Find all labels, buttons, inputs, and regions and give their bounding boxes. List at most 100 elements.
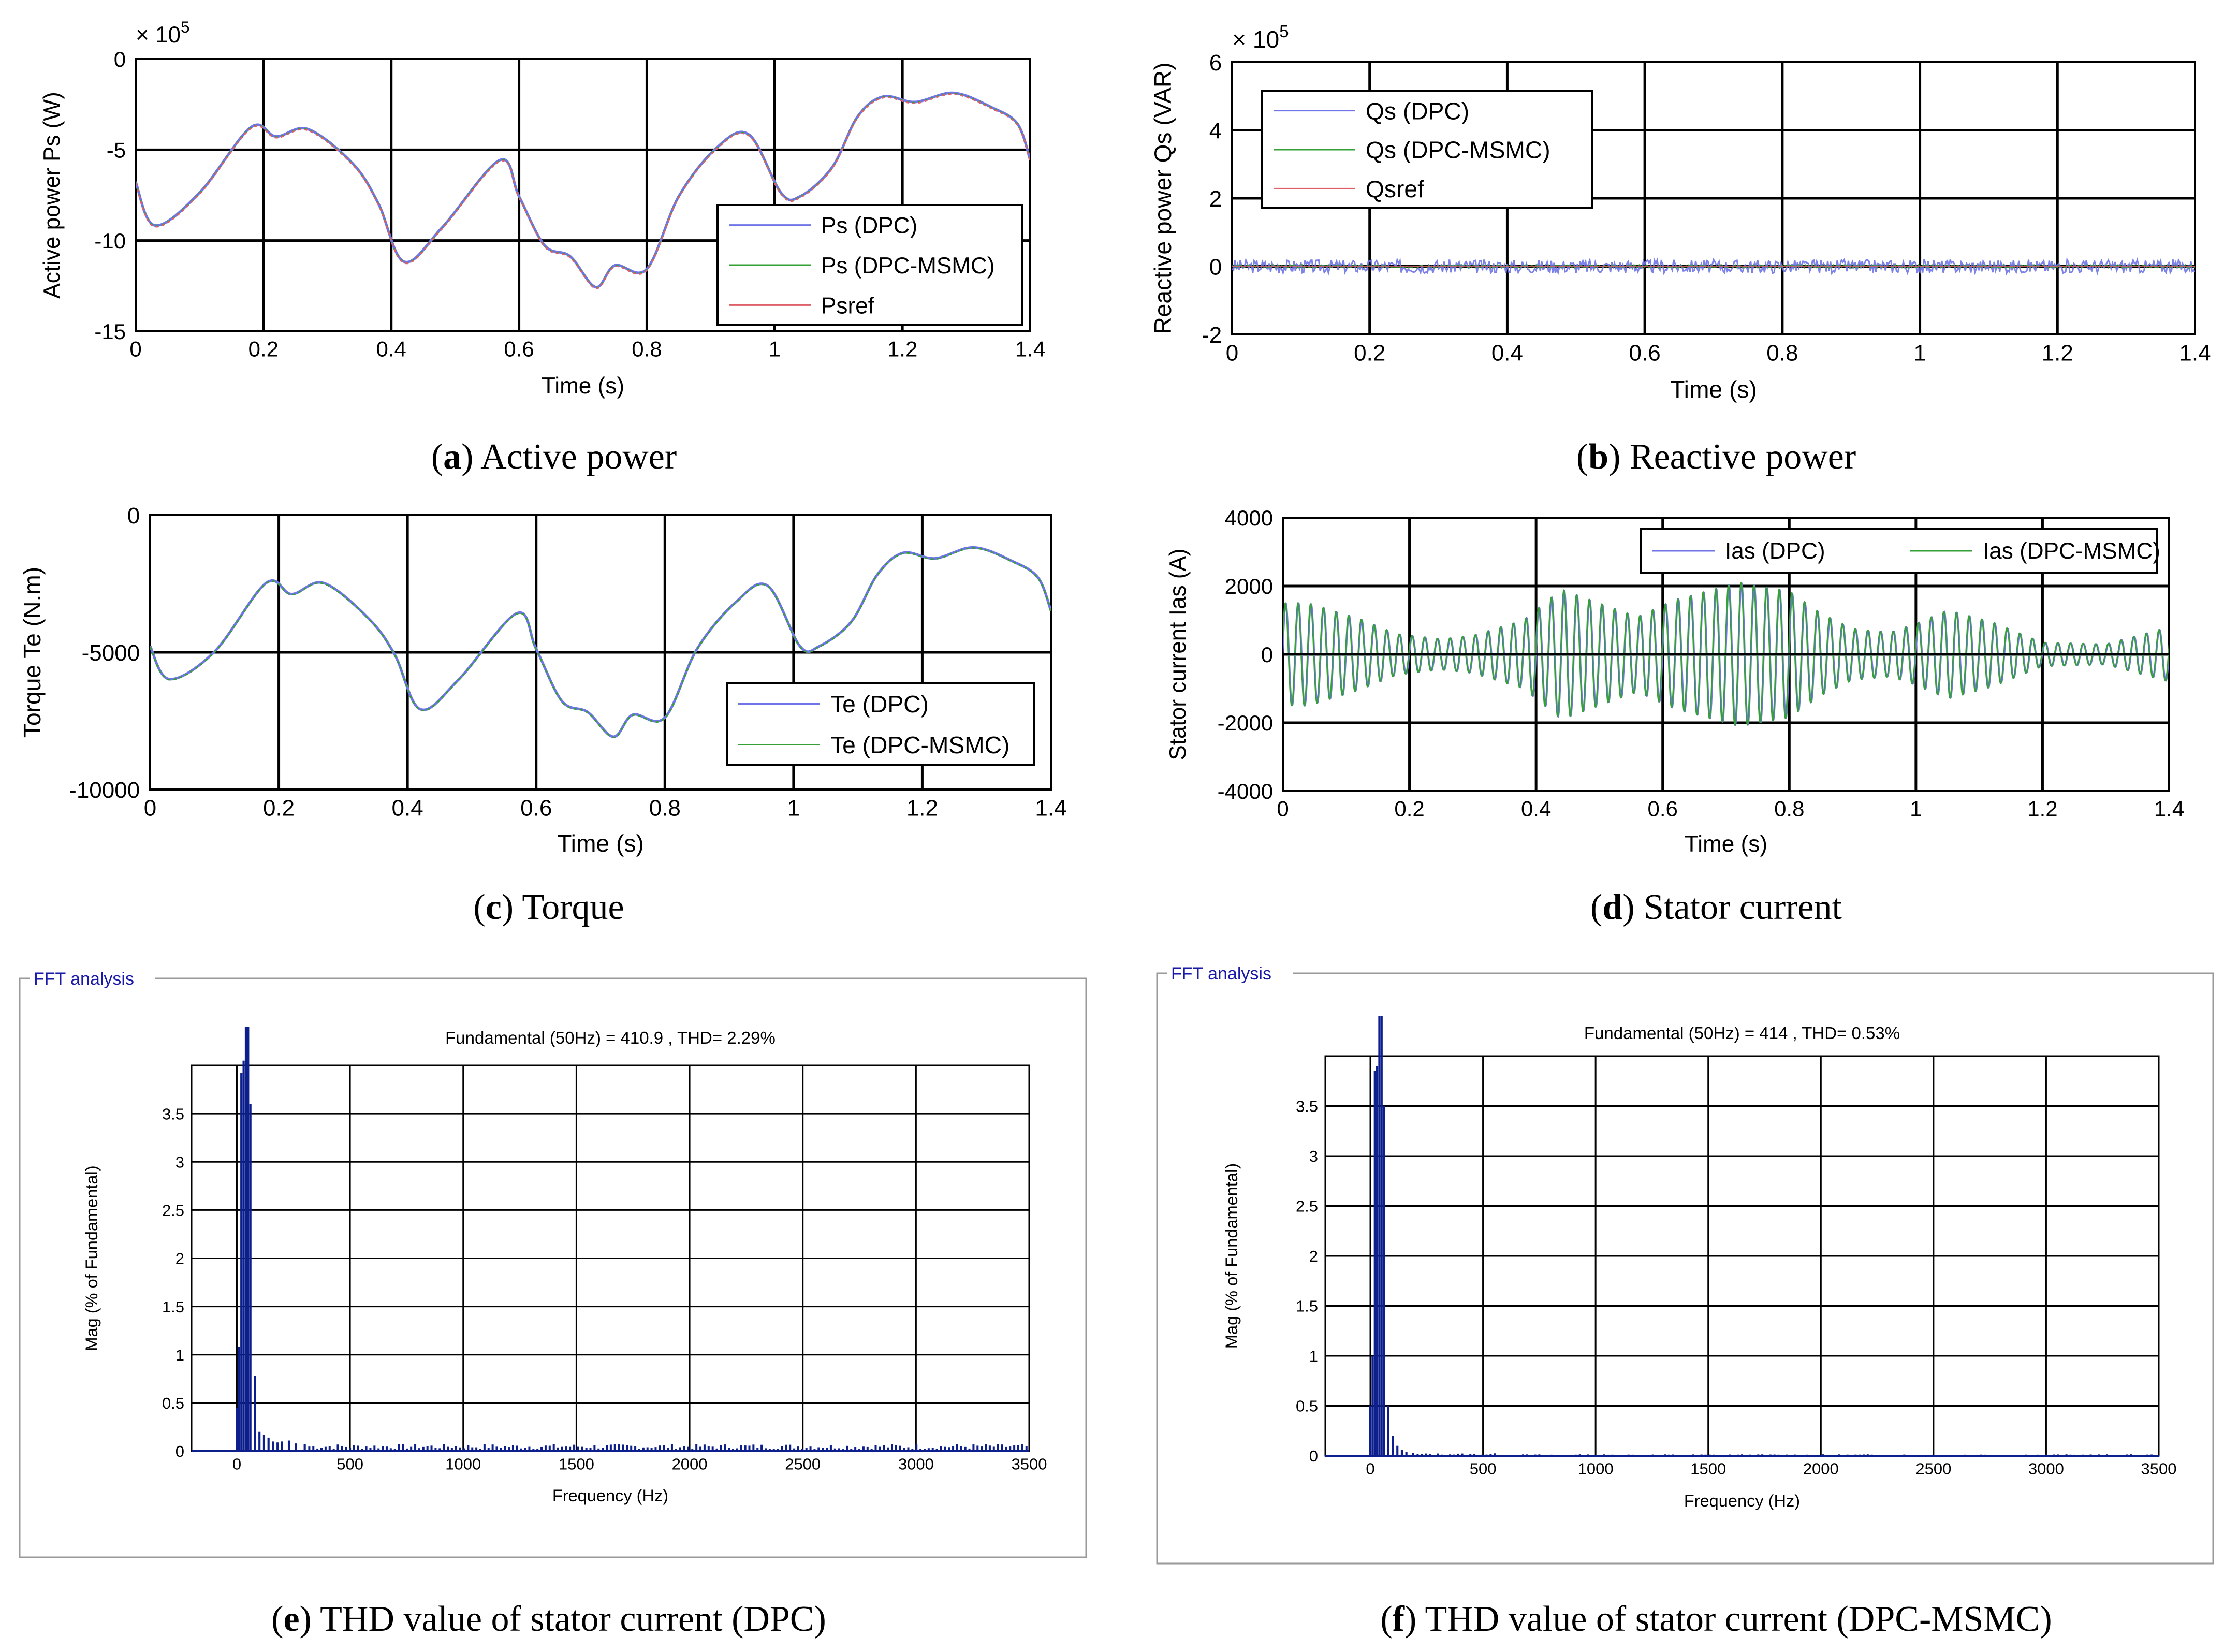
x-tick-label: 3000 xyxy=(898,1455,934,1473)
x-tick-label: 3000 xyxy=(2028,1460,2064,1478)
y-tick-label: 1.5 xyxy=(162,1298,184,1316)
fft-panel-title-bg xyxy=(30,967,155,990)
bar xyxy=(890,1444,893,1451)
chart-c: 0 0.2 0.4 0.6 0.8 1 1.2 1.4 0 -5000 -10000 Time (s)… xyxy=(19,503,1067,927)
y-tick-label: 2000 xyxy=(1225,574,1273,598)
x-tick-label: 1.2 xyxy=(887,337,917,361)
y-tick-label: -15 xyxy=(94,319,126,344)
bar xyxy=(316,1448,319,1451)
caption-text: (a) Active power xyxy=(431,437,677,477)
bar xyxy=(276,1442,279,1451)
bar xyxy=(768,1449,771,1451)
x-tick-label: 1 xyxy=(1910,796,1922,821)
bar xyxy=(369,1448,372,1451)
bar xyxy=(455,1446,457,1451)
bar xyxy=(1387,1406,1389,1456)
x-tick-label: 0.6 xyxy=(1648,796,1678,821)
bar xyxy=(406,1448,408,1451)
legend-label: Te (DPC) xyxy=(830,691,929,718)
bar xyxy=(833,1448,836,1451)
bar xyxy=(511,1445,514,1451)
x-tick-label: 0 xyxy=(232,1455,241,1473)
bar xyxy=(532,1449,535,1451)
x-tick-label: 0 xyxy=(1366,1460,1374,1478)
bar xyxy=(858,1448,861,1451)
x-tick-label: 1.2 xyxy=(2027,796,2057,821)
y-tick-label: -2000 xyxy=(1218,711,1273,735)
caption-text: (c) Torque xyxy=(473,887,624,927)
chart-title: Fundamental (50Hz) = 410.9 , THD= 2.29% xyxy=(445,1028,776,1047)
bar xyxy=(992,1446,995,1451)
y-tick-label: 0.5 xyxy=(1296,1397,1318,1415)
x-tick-label: 0.4 xyxy=(392,796,423,821)
bar xyxy=(581,1446,583,1451)
bar xyxy=(646,1447,649,1451)
y-tick-label: 0 xyxy=(175,1442,184,1460)
bar xyxy=(1425,1453,1427,1456)
bar xyxy=(968,1448,971,1451)
x-tick-label: 1.4 xyxy=(1015,337,1045,361)
grid xyxy=(1325,1056,2159,1456)
bar xyxy=(915,1444,918,1451)
bar xyxy=(320,1448,323,1451)
bar xyxy=(393,1449,396,1451)
fft-panel-title: FFT analysis xyxy=(1171,964,1271,984)
x-tick-label: 0.8 xyxy=(1766,341,1798,366)
bar xyxy=(385,1446,388,1451)
bar xyxy=(764,1448,767,1451)
bar xyxy=(438,1448,441,1451)
tick-labels: 0 0.2 0.4 0.6 0.8 1 1.2 1.4 4000 2000 0 -2000 -4000 xyxy=(1218,506,2185,821)
series-line xyxy=(1232,263,2195,270)
bar xyxy=(613,1444,616,1451)
bar xyxy=(638,1449,640,1451)
bar xyxy=(504,1446,506,1451)
bar xyxy=(459,1447,461,1451)
legend: Te (DPC) Te (DPC-MSMC) xyxy=(726,682,1035,766)
bar xyxy=(952,1446,955,1451)
bar xyxy=(249,1104,252,1451)
y-tick-label: 2.5 xyxy=(1296,1197,1318,1216)
bar xyxy=(1025,1446,1028,1451)
bar xyxy=(789,1444,792,1451)
y-axis-label: Mag (% of Fundamental) xyxy=(82,1165,101,1351)
x-tick-label: 0 xyxy=(144,796,156,821)
bar xyxy=(1013,1445,1016,1451)
bar xyxy=(450,1448,453,1451)
bar xyxy=(972,1444,975,1451)
bar xyxy=(479,1449,481,1451)
x-tick-label: 0.4 xyxy=(1491,341,1523,366)
y-tick-label: 2.5 xyxy=(162,1202,184,1220)
bar xyxy=(267,1437,270,1451)
bar xyxy=(1392,1436,1394,1456)
legend: Ps (DPC) Ps (DPC-MSMC) Psref xyxy=(716,204,1023,326)
y-tick-label: -2 xyxy=(1202,323,1222,348)
bar xyxy=(389,1448,392,1451)
bar xyxy=(981,1446,983,1451)
x-tick-label: 0.8 xyxy=(649,796,681,821)
y-axis-label: Reactive power Qs (VAR) xyxy=(1149,62,1176,334)
bar xyxy=(398,1444,400,1451)
x-tick-label: 0.8 xyxy=(1774,796,1804,821)
bar xyxy=(426,1446,429,1451)
x-tick-label: 2000 xyxy=(1803,1460,1839,1478)
bar xyxy=(846,1445,848,1451)
bar xyxy=(528,1446,531,1451)
y-tick-label: 6 xyxy=(1209,50,1222,76)
bar xyxy=(262,1435,266,1451)
x-tick-label: 1.2 xyxy=(2042,341,2073,366)
y-tick-label: 0 xyxy=(127,503,140,529)
x-tick-label: 0.6 xyxy=(504,337,534,361)
bar xyxy=(907,1447,910,1451)
bar xyxy=(826,1448,828,1451)
bar xyxy=(1017,1445,1020,1451)
bar xyxy=(589,1448,592,1451)
caption: (e) THD value of stator current (DPC) xyxy=(271,1599,826,1639)
bar xyxy=(1396,1445,1399,1456)
bar xyxy=(634,1446,637,1451)
x-axis-label: Frequency (Hz) xyxy=(1684,1492,1800,1510)
bar xyxy=(418,1448,420,1451)
tick-labels: 0 0.2 0.4 0.6 0.8 1 1.2 1.4 0 -5 -10 -15 xyxy=(94,47,1045,361)
y-tick-label: 2 xyxy=(1209,186,1222,212)
bar xyxy=(626,1445,628,1451)
